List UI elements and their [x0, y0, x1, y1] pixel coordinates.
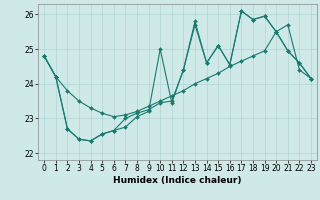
X-axis label: Humidex (Indice chaleur): Humidex (Indice chaleur) [113, 176, 242, 185]
